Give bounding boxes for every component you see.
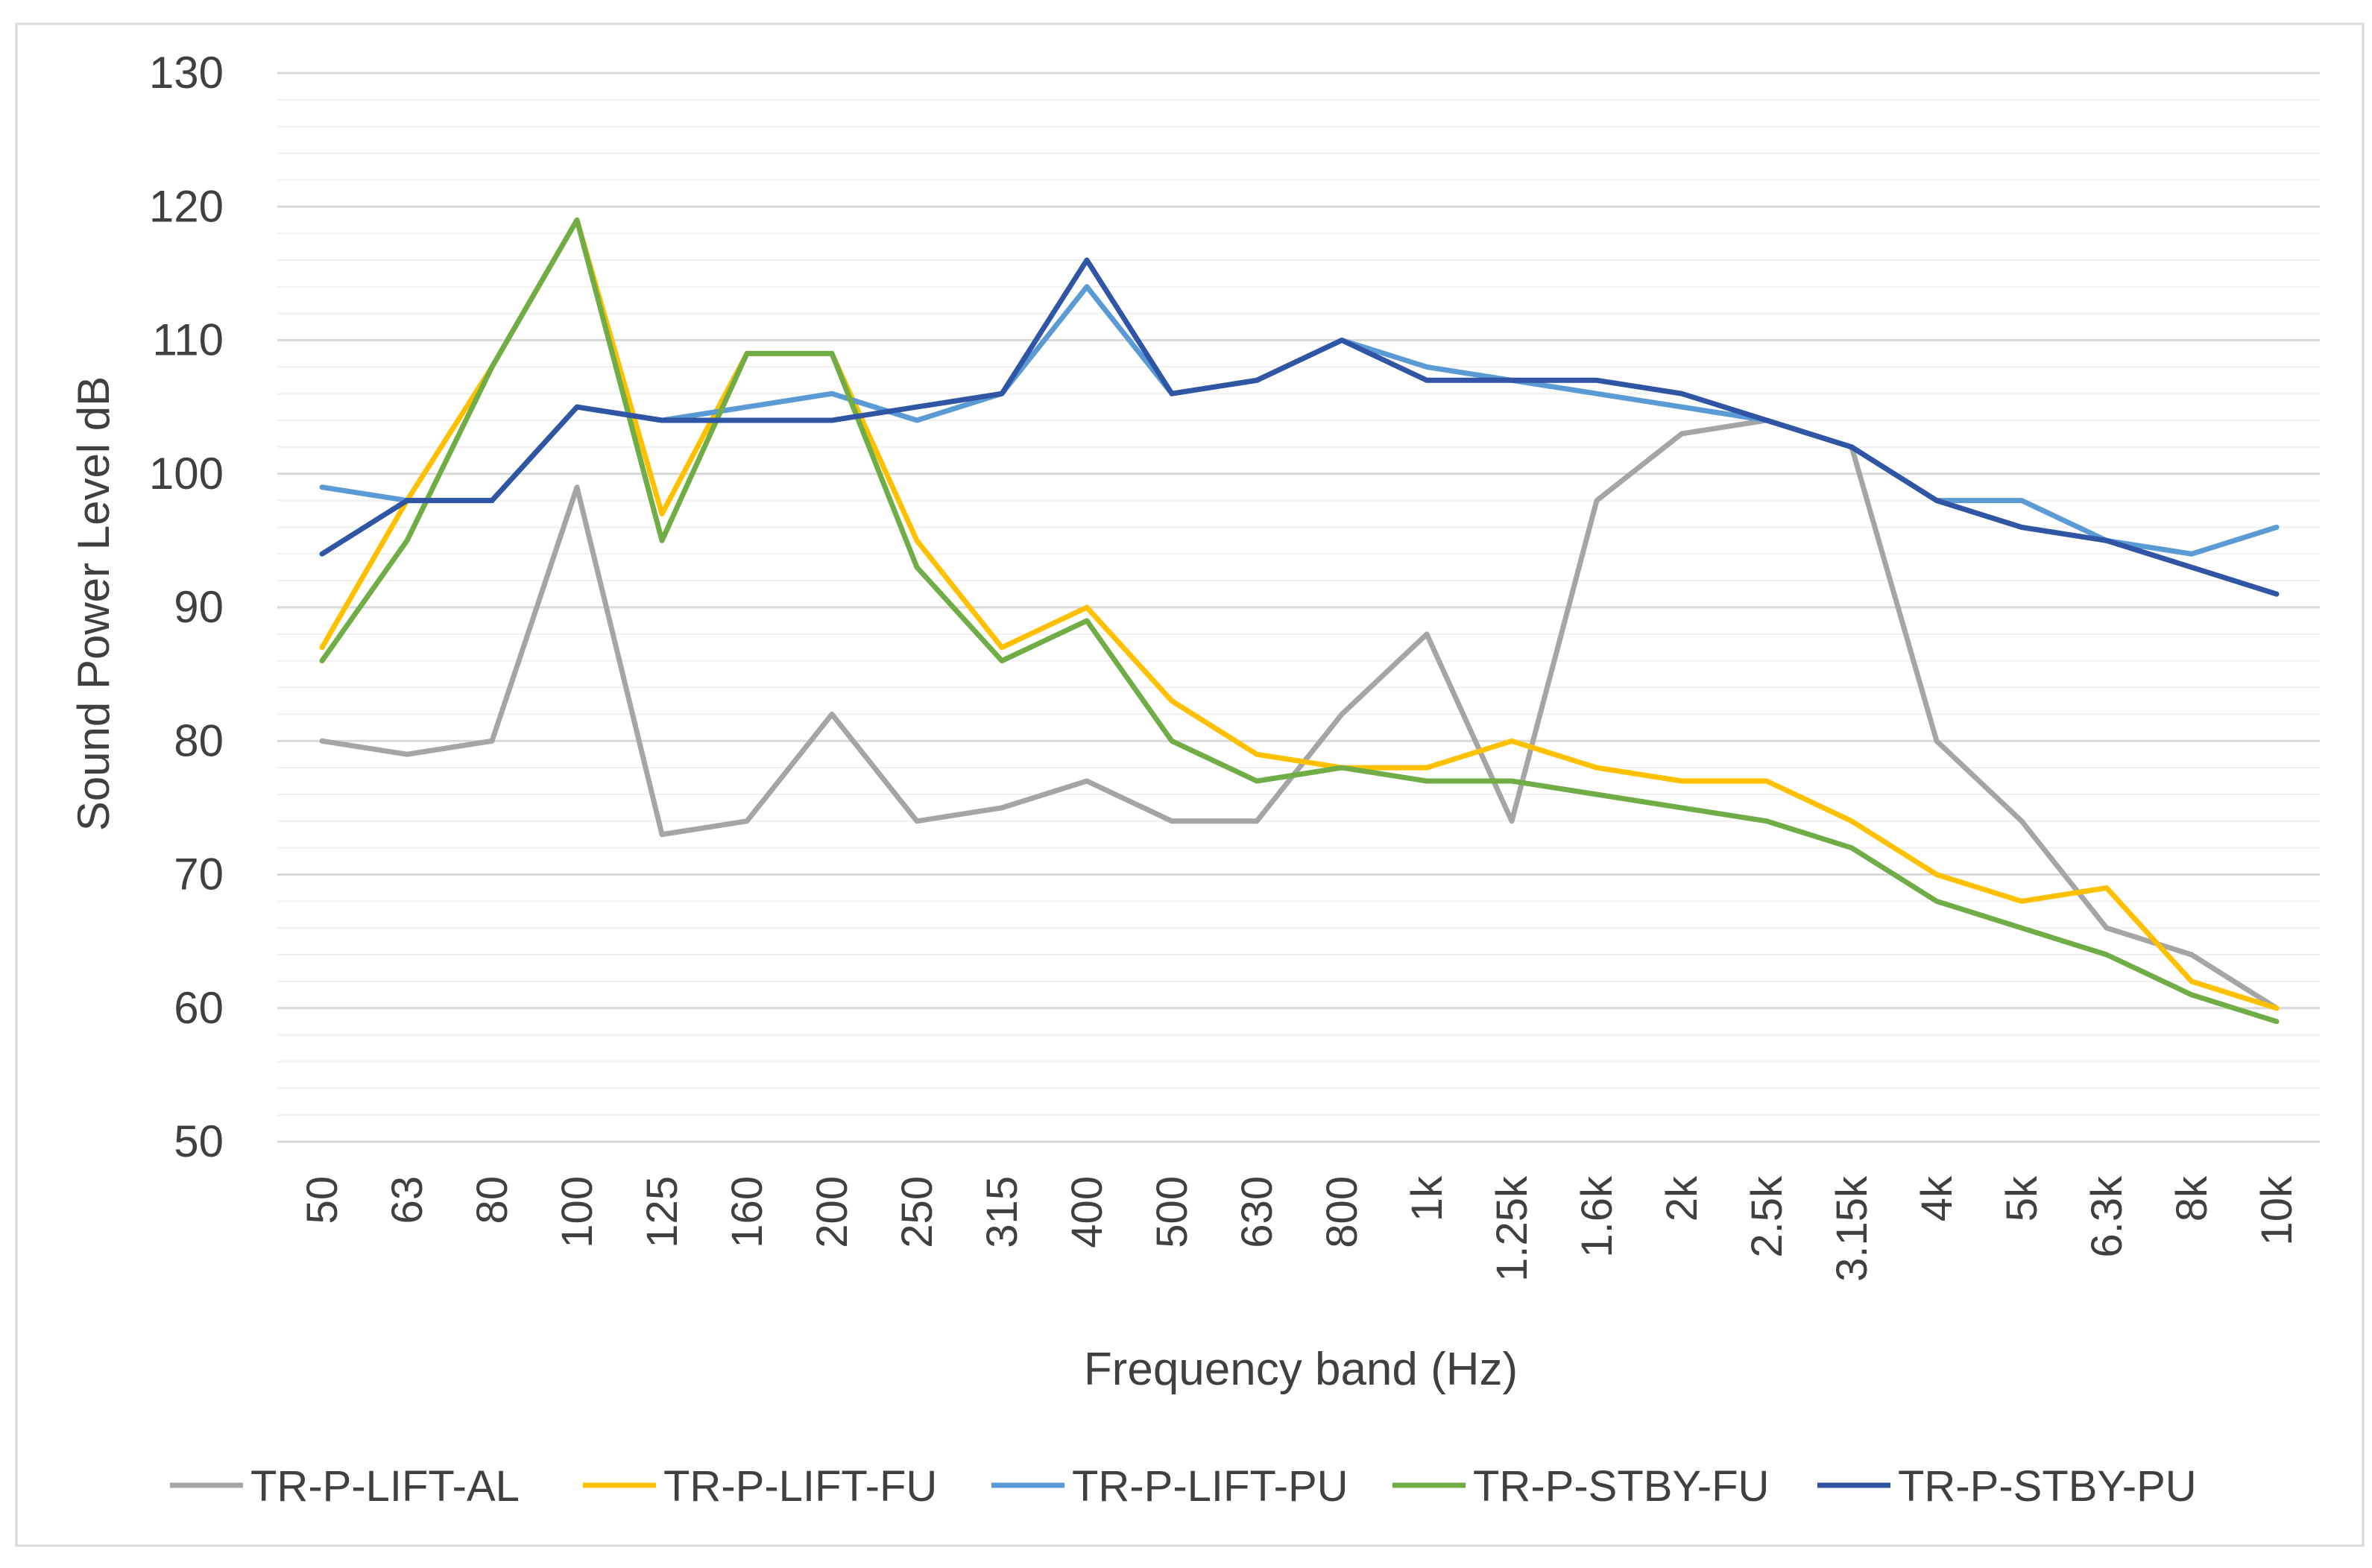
x-tick-label: 500	[1148, 1176, 1196, 1248]
x-tick-label: 800	[1318, 1176, 1366, 1248]
legend-item-tr-p-stby-pu: TR-P-STBY-PU	[1817, 1462, 2197, 1511]
x-tick-label: 315	[978, 1176, 1026, 1248]
x-tick-label: 200	[808, 1176, 857, 1248]
legend-item-tr-p-stby-fu: TR-P-STBY-FU	[1392, 1462, 1769, 1511]
x-tick-label: 100	[553, 1176, 602, 1248]
y-tick-label: 50	[174, 1116, 224, 1166]
x-axis-ticks: 50 63 80 100 125 160 200 250 315 400 500 630 800 1k 1.…	[298, 1175, 2301, 1282]
gridlines	[277, 72, 2320, 1143]
y-tick-label: 120	[149, 181, 224, 231]
x-tick-label: 400	[1063, 1176, 1111, 1248]
x-tick-label: 1.6k	[1573, 1175, 1621, 1258]
legend-label: TR-P-STBY-FU	[1473, 1462, 1769, 1511]
x-tick-label: 250	[893, 1176, 941, 1248]
y-tick-label: 100	[149, 449, 224, 499]
x-tick-label: 2k	[1658, 1175, 1706, 1221]
series-line-tr-p-lift-al	[319, 417, 2280, 1011]
x-tick-label: 10k	[2253, 1175, 2301, 1246]
series-line-tr-p-stby-pu	[319, 257, 2280, 597]
y-axis-title: Sound Power Level dB	[69, 376, 119, 831]
y-tick-label: 70	[174, 850, 224, 900]
x-tick-label: 3.15k	[1828, 1175, 1876, 1282]
x-tick-label: 63	[383, 1176, 432, 1224]
x-tick-label: 125	[638, 1176, 687, 1248]
legend-label: TR-P-LIFT-FU	[663, 1462, 937, 1511]
x-tick-label: 4k	[1913, 1175, 1961, 1221]
legend-item-tr-p-lift-al: TR-P-LIFT-AL	[170, 1462, 520, 1511]
legend-item-tr-p-lift-pu: TR-P-LIFT-PU	[991, 1462, 1349, 1511]
x-tick-label: 50	[298, 1176, 347, 1224]
y-tick-label: 80	[174, 715, 224, 765]
x-axis-title: Frequency band (Hz)	[1084, 1344, 1518, 1395]
x-tick-label: 1.25k	[1488, 1175, 1536, 1282]
x-tick-label: 5k	[1998, 1175, 2046, 1221]
legend-item-tr-p-lift-fu: TR-P-LIFT-FU	[583, 1462, 937, 1511]
y-tick-label: 130	[149, 48, 224, 98]
y-tick-label: 90	[174, 582, 224, 632]
legend-label: TR-P-STBY-PU	[1898, 1462, 2197, 1511]
x-tick-label: 80	[468, 1176, 517, 1224]
x-tick-label: 160	[723, 1176, 772, 1248]
chart-border	[15, 22, 2365, 1547]
x-tick-label: 8k	[2168, 1175, 2216, 1221]
x-tick-label: 1k	[1403, 1175, 1451, 1221]
x-tick-label: 2.5k	[1743, 1175, 1791, 1258]
x-tick-label: 630	[1233, 1176, 1281, 1248]
series-line-tr-p-stby-fu	[319, 217, 2280, 1025]
y-axis-ticks: 50 60 70 80 90 100 110 120 130	[149, 48, 224, 1166]
series-lines	[319, 217, 2280, 1025]
x-tick-label: 6.3k	[2083, 1175, 2131, 1258]
legend: TR-P-LIFT-AL TR-P-LIFT-FU TR-P-LIFT-PU TR-P…	[170, 1462, 2197, 1511]
y-tick-label: 110	[152, 315, 224, 365]
legend-label: TR-P-LIFT-AL	[250, 1462, 520, 1511]
legend-label: TR-P-LIFT-PU	[1072, 1462, 1349, 1511]
series-line-tr-p-lift-fu	[319, 217, 2280, 1011]
y-tick-label: 60	[174, 983, 224, 1033]
